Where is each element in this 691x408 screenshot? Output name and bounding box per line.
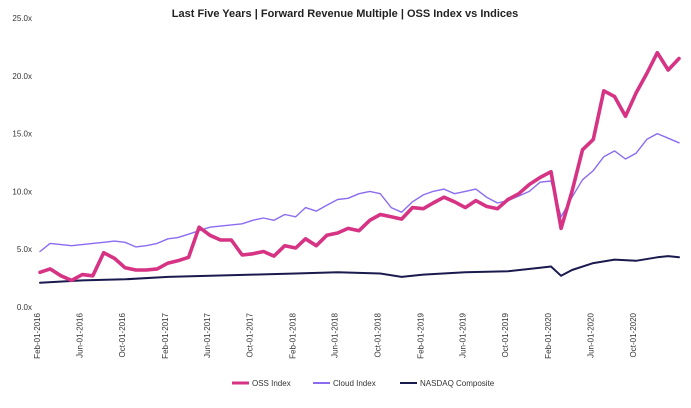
x-tick-label: Feb-01-2020 bbox=[544, 312, 553, 358]
y-tick-label: 15.0x bbox=[12, 130, 32, 139]
y-tick-label: 25.0x bbox=[12, 14, 32, 23]
y-tick-label: 20.0x bbox=[12, 72, 32, 81]
x-tick-label: Jun-01-2018 bbox=[331, 312, 340, 357]
y-tick-label: 10.0x bbox=[12, 187, 32, 196]
chart-title: Last Five Years | Forward Revenue Multip… bbox=[172, 8, 518, 20]
x-tick-label: Jun-01-2017 bbox=[203, 312, 212, 357]
x-tick-label: Feb-01-2016 bbox=[33, 312, 42, 358]
series-line-nasdaq-composite bbox=[39, 255, 680, 284]
x-tick-label: Jun-01-2020 bbox=[586, 312, 595, 357]
x-tick-label: Feb-01-2019 bbox=[416, 312, 425, 358]
x-tick-label: Jun-01-2016 bbox=[75, 312, 84, 357]
x-tick-label: Feb-01-2018 bbox=[289, 312, 298, 358]
series-line-oss-index bbox=[38, 50, 681, 283]
x-tick-label: Feb-01-2017 bbox=[161, 312, 170, 358]
y-axis: 0.0x 5.0x 10.0x 15.0x 20.0x 25.0x bbox=[12, 14, 32, 312]
legend-label-cloud-index: Cloud Index bbox=[333, 379, 376, 388]
legend-label-nasdaq-composite: NASDAQ Composite bbox=[420, 379, 495, 388]
y-tick-label: 5.0x bbox=[17, 245, 32, 254]
x-tick-label: Oct-01-2019 bbox=[501, 312, 510, 357]
x-tick-label: Oct-01-2018 bbox=[373, 312, 382, 357]
legend-label-oss-index: OSS Index bbox=[252, 379, 291, 388]
legend: OSS Index Cloud Index NASDAQ Composite bbox=[232, 379, 495, 388]
x-tick-label: Oct-01-2016 bbox=[118, 312, 127, 357]
x-tick-label: Jun-01-2019 bbox=[458, 312, 467, 357]
x-axis: Feb-01-2016 Jun-01-2016 Oct-01-2016 Feb-01-… bbox=[33, 312, 638, 358]
y-tick-label: 0.0x bbox=[17, 303, 32, 312]
plot-area bbox=[38, 50, 681, 284]
x-tick-label: Oct-01-2020 bbox=[629, 312, 638, 357]
x-tick-label: Oct-01-2017 bbox=[246, 312, 255, 357]
